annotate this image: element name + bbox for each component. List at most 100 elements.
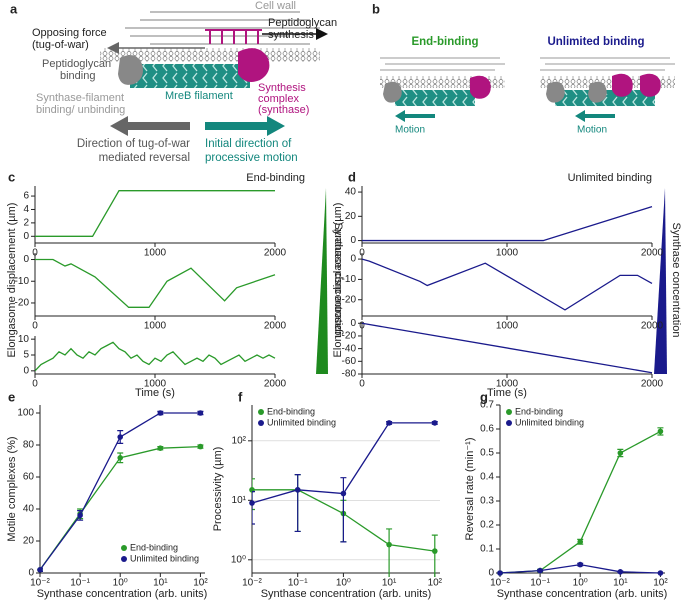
chart: 0 0.1 0.2 0.3 0.4 0.5 0.6 0.7 10⁻² 10⁻¹ 10⁰ 10¹ 10² g… — [464, 389, 668, 599]
x-tick-label: 10¹ — [613, 578, 628, 589]
point — [537, 567, 543, 574]
x-tick-label: 2000 — [641, 248, 664, 259]
panel-label: e — [8, 389, 15, 404]
chart-title: End-binding — [246, 172, 305, 184]
point — [197, 443, 204, 450]
x-tick-label: 10¹ — [382, 578, 397, 589]
x-axis-label: Synthase concentration (arb. units) — [261, 588, 432, 600]
y-tick-label: 0.1 — [480, 544, 494, 555]
y-tick-label: 0.6 — [480, 424, 494, 435]
x-tick-label: 10⁻² — [490, 578, 510, 589]
annotation: complex — [258, 93, 299, 105]
annotation: mediated reversal — [99, 152, 190, 164]
chart: 0 20 40 0 1000 2000 d Unlimited binding Synthase… — [345, 169, 682, 337]
legend-label: End-binding — [130, 542, 178, 552]
annotation: (synthase) — [258, 104, 309, 116]
annotation: Peptidoglycan — [268, 17, 337, 29]
motion-arrow — [575, 110, 615, 122]
annotation: binding/ unbinding — [36, 104, 125, 116]
y-tick-label: 0 — [28, 568, 34, 579]
annotation: processive motion — [205, 152, 298, 164]
x-tick-label: 10⁻² — [30, 578, 50, 589]
peptidoglycan — [205, 29, 262, 44]
y-tick-label: 0 — [23, 231, 29, 242]
data-line — [35, 341, 276, 372]
synthase — [612, 73, 633, 97]
y-tick-label: 40 — [345, 187, 357, 198]
point — [431, 548, 438, 554]
point — [157, 410, 164, 416]
legend-marker — [121, 556, 127, 562]
x-axis-label: Synthase concentration (arb. units) — [497, 588, 668, 600]
y-tick-label: 0.5 — [480, 448, 494, 459]
x-tick-label: 10⁻¹ — [288, 578, 308, 589]
x-tick-label: 10¹ — [153, 578, 168, 589]
x-tick-label: 0 — [32, 379, 38, 390]
x-tick-label: 2000 — [264, 321, 287, 332]
chart-title: Unlimited binding — [568, 172, 652, 184]
point — [37, 567, 43, 573]
y-tick-label: 10² — [232, 435, 247, 446]
annotation: Synthesis — [258, 82, 306, 94]
point — [386, 541, 392, 548]
y-tick-label: 0 — [23, 254, 29, 265]
legend-marker — [121, 545, 127, 551]
point — [577, 561, 584, 568]
cell-wall-label: Cell wall — [255, 0, 296, 12]
x-tick-label: 0 — [359, 379, 365, 390]
y-tick-label: 4 — [23, 204, 29, 215]
y-tick-label: 5 — [23, 350, 29, 361]
data-line — [500, 430, 661, 574]
x-tick-label: 2000 — [264, 379, 287, 390]
point — [497, 570, 503, 576]
annotation: Motion — [577, 125, 607, 136]
diagram-b: b End-binding Unlimited binding Motion M… — [372, 1, 675, 136]
point — [294, 487, 301, 493]
y-tick-label: -20 — [342, 331, 357, 342]
legend-label: End-binding — [515, 406, 563, 416]
x-tick-label: 2000 — [641, 379, 664, 390]
y-tick-label: 0 — [23, 365, 29, 376]
cell-wall — [380, 57, 675, 71]
panel-label: g — [480, 389, 488, 404]
error-bar — [431, 534, 438, 577]
y-tick-label: 0 — [350, 254, 356, 265]
subtitle: Unlimited binding — [547, 36, 644, 48]
annotation: Opposing force — [32, 27, 107, 39]
panel-label: c — [8, 169, 15, 184]
data-line — [35, 258, 276, 308]
point — [657, 428, 664, 435]
y-tick-label: 0.4 — [480, 472, 494, 483]
y-tick-label: 2 — [23, 218, 29, 229]
y-tick-label: 10⁰ — [231, 554, 246, 565]
x-tick-label: 1000 — [496, 248, 519, 259]
y-tick-label: 0 — [488, 568, 494, 579]
synthase — [470, 75, 491, 99]
side-label: Synthase concentration — [332, 223, 344, 338]
side-label: Synthase concentration — [670, 223, 682, 338]
motion-arrow — [395, 110, 435, 122]
error-bar — [252, 491, 255, 525]
legend-label: Unlimited binding — [267, 417, 336, 427]
synthase — [238, 48, 270, 82]
error-bar — [340, 477, 347, 543]
y-tick-label: -10 — [15, 276, 30, 287]
chart: 0 5 10 0 1000 2000 Time (s) — [18, 334, 287, 399]
point — [340, 490, 347, 497]
binding-protein — [588, 81, 607, 103]
x-tick-label: 10² — [428, 578, 443, 589]
x-tick-label: 10⁰ — [336, 578, 351, 589]
y-tick-label: -80 — [342, 369, 357, 380]
annotation: Synthase-filament — [36, 92, 124, 104]
x-tick-label: 10⁻¹ — [530, 578, 550, 589]
synthase — [640, 73, 661, 97]
chart: 0 20 40 60 80 100 10⁻² 10⁻¹ 10⁰ 10¹ 10² e Motile com… — [6, 389, 208, 599]
x-tick-label: 10⁻¹ — [70, 578, 90, 589]
x-tick-label: 10⁰ — [113, 578, 128, 589]
x-tick-label: 2000 — [641, 321, 664, 332]
x-axis-label: Time (s) — [487, 387, 527, 399]
x-axis-label: Time (s) — [135, 387, 175, 399]
x-tick-label: 10⁻² — [242, 578, 262, 589]
panel-label: d — [348, 169, 356, 184]
